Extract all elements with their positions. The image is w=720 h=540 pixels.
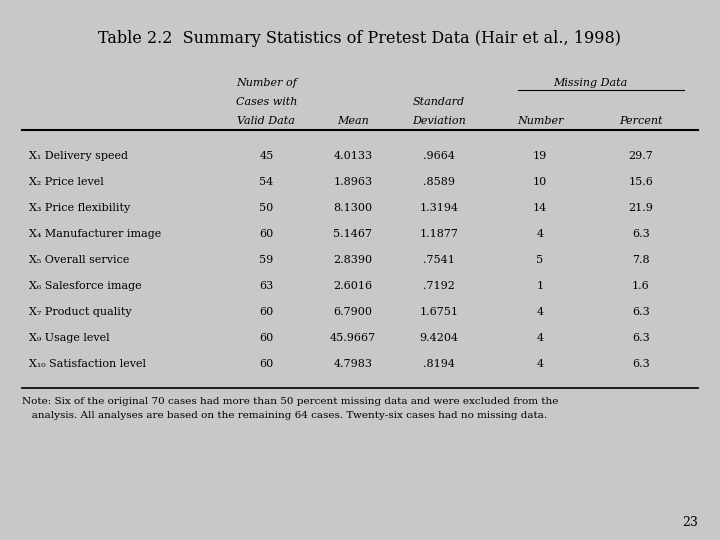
Text: .7192: .7192	[423, 281, 455, 291]
Text: 21.9: 21.9	[629, 203, 653, 213]
Text: X₉ Usage level: X₉ Usage level	[29, 333, 109, 343]
Text: 1: 1	[536, 281, 544, 291]
Text: 1.8963: 1.8963	[333, 177, 372, 187]
Text: X₄ Manufacturer image: X₄ Manufacturer image	[29, 229, 161, 239]
Text: 50: 50	[259, 203, 274, 213]
Text: analysis. All analyses are based on the remaining 64 cases. Twenty-six cases had: analysis. All analyses are based on the …	[22, 411, 546, 421]
Text: 60: 60	[259, 229, 274, 239]
Text: 60: 60	[259, 333, 274, 343]
Text: 6.3: 6.3	[632, 333, 649, 343]
Text: .8194: .8194	[423, 359, 455, 369]
Text: Deviation: Deviation	[413, 116, 466, 126]
Text: 4: 4	[536, 229, 544, 239]
Text: 4.7983: 4.7983	[333, 359, 372, 369]
Text: Table 2.2  Summary Statistics of Pretest Data (Hair et al., 1998): Table 2.2 Summary Statistics of Pretest …	[99, 30, 621, 46]
Text: .9664: .9664	[423, 151, 455, 161]
Text: 59: 59	[259, 255, 274, 265]
Text: X₂ Price level: X₂ Price level	[29, 177, 104, 187]
Text: 4.0133: 4.0133	[333, 151, 372, 161]
Text: 2.6016: 2.6016	[333, 281, 372, 291]
Text: 29.7: 29.7	[629, 151, 653, 161]
Text: X₁₀ Satisfaction level: X₁₀ Satisfaction level	[29, 359, 145, 369]
Text: 4: 4	[536, 359, 544, 369]
Text: 45.9667: 45.9667	[330, 333, 376, 343]
Text: X₅ Overall service: X₅ Overall service	[29, 255, 129, 265]
Text: X₃ Price flexibility: X₃ Price flexibility	[29, 203, 130, 213]
Text: 1.3194: 1.3194	[420, 203, 459, 213]
Text: 4: 4	[536, 333, 544, 343]
Text: 54: 54	[259, 177, 274, 187]
Text: 7.8: 7.8	[632, 255, 649, 265]
Text: 63: 63	[259, 281, 274, 291]
Text: 1.6: 1.6	[632, 281, 649, 291]
Text: 4: 4	[536, 307, 544, 317]
Text: Number of: Number of	[236, 78, 297, 89]
Text: X₇ Product quality: X₇ Product quality	[29, 307, 132, 317]
Text: Valid Data: Valid Data	[238, 116, 295, 126]
Text: 1.1877: 1.1877	[420, 229, 459, 239]
Text: Note: Six of the original 70 cases had more than 50 percent missing data and wer: Note: Six of the original 70 cases had m…	[22, 397, 558, 406]
Text: X₁ Delivery speed: X₁ Delivery speed	[29, 151, 128, 161]
Text: Percent: Percent	[619, 116, 662, 126]
Text: 8.1300: 8.1300	[333, 203, 372, 213]
Text: 60: 60	[259, 307, 274, 317]
Text: 6.3: 6.3	[632, 229, 649, 239]
Text: X₆ Salesforce image: X₆ Salesforce image	[29, 281, 141, 291]
Text: Number: Number	[517, 116, 563, 126]
Text: 19: 19	[533, 151, 547, 161]
Text: 9.4204: 9.4204	[420, 333, 459, 343]
Text: 60: 60	[259, 359, 274, 369]
Text: 6.3: 6.3	[632, 307, 649, 317]
Text: 6.7900: 6.7900	[333, 307, 372, 317]
Text: 5.1467: 5.1467	[333, 229, 372, 239]
Text: Missing Data: Missing Data	[553, 78, 628, 89]
Text: 15.6: 15.6	[629, 177, 653, 187]
Text: 5: 5	[536, 255, 544, 265]
Text: Standard: Standard	[413, 97, 465, 107]
Text: 10: 10	[533, 177, 547, 187]
Text: 14: 14	[533, 203, 547, 213]
Text: .8589: .8589	[423, 177, 455, 187]
Text: .7541: .7541	[423, 255, 455, 265]
Text: 2.8390: 2.8390	[333, 255, 372, 265]
Text: 23: 23	[683, 516, 698, 529]
Text: Mean: Mean	[337, 116, 369, 126]
Text: Cases with: Cases with	[235, 97, 297, 107]
Text: 45: 45	[259, 151, 274, 161]
Text: 6.3: 6.3	[632, 359, 649, 369]
Text: 1.6751: 1.6751	[420, 307, 459, 317]
